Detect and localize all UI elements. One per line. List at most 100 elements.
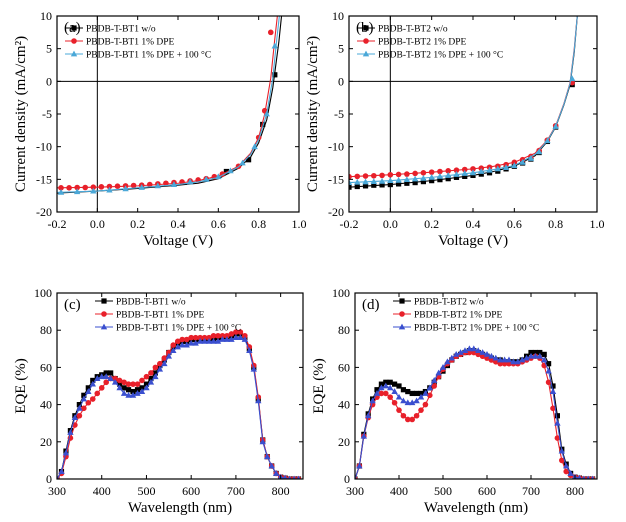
data-point (420, 179, 426, 185)
data-point (387, 394, 394, 400)
data-point (412, 170, 418, 177)
data-point (147, 378, 155, 385)
data-point (116, 377, 123, 384)
data-point (544, 137, 551, 144)
data-point (214, 337, 222, 344)
y-tick-label: 60 (338, 360, 350, 374)
data-point (239, 159, 246, 166)
data-point (139, 377, 145, 384)
data-point (112, 375, 118, 382)
data-point (233, 329, 239, 335)
x-tick-label: 700 (227, 484, 245, 498)
y-tick-label: 80 (40, 323, 52, 337)
x-tick-label: 600 (182, 484, 200, 498)
data-point (85, 388, 92, 394)
data-point (186, 178, 194, 185)
data-point (125, 381, 132, 387)
legend-entry: PBDB-T-BT2 1% DPE + 100 °C (378, 50, 503, 61)
data-point (383, 379, 389, 385)
data-point (76, 402, 82, 408)
data-point (383, 390, 389, 397)
data-point (546, 361, 552, 367)
data-point (107, 375, 114, 381)
data-point (223, 336, 231, 342)
data-point (420, 174, 427, 181)
y-tick-label: 20 (40, 435, 52, 449)
legend: PBDB-T-BT1 w/o PBDB-T-BT1 1% DPE PBDB-T-BT… (95, 298, 241, 334)
data-point (586, 475, 591, 479)
data-point (439, 364, 447, 370)
x-tick-label: 500 (137, 484, 155, 498)
data-point (76, 412, 83, 419)
data-point (405, 388, 411, 395)
data-point (82, 184, 89, 191)
data-point (412, 180, 418, 186)
data-point (134, 387, 141, 393)
data-point (409, 416, 416, 423)
legend-marker (399, 298, 405, 304)
series-group (355, 345, 596, 479)
data-point (134, 381, 141, 387)
data-point (428, 173, 435, 180)
data-point (365, 412, 372, 419)
data-point (387, 181, 393, 188)
legend-marker (71, 25, 77, 31)
y-tick-label: -20 (36, 205, 52, 219)
data-point (170, 347, 177, 354)
legend-marker (101, 298, 107, 304)
series-line-2 (57, 337, 299, 479)
data-point (165, 352, 173, 359)
data-point (414, 390, 420, 397)
panel-b: -0.2 0.0 0.2 0.4 0.6 0.8 1.0 -20 -15 -10 -5 0 5 10 Vol… (305, 9, 605, 249)
data-point (121, 379, 127, 386)
y-tick-label: 0 (338, 74, 344, 88)
y-tick-label: 60 (40, 360, 52, 374)
y-tick-label: -10 (328, 140, 344, 154)
legend-entry: PBDB-T-BT1 w/o (116, 298, 186, 308)
data-point (374, 387, 380, 393)
data-point (545, 367, 552, 374)
data-point (559, 457, 565, 464)
legend-marker (71, 38, 77, 44)
data-point (76, 404, 83, 411)
series-line-2 (57, 16, 280, 193)
data-point (428, 169, 435, 175)
data-point (479, 349, 486, 355)
data-point (227, 167, 234, 174)
data-point (81, 405, 87, 412)
data-point (67, 429, 74, 435)
data-point (461, 170, 468, 176)
data-point (219, 332, 226, 339)
data-point (139, 385, 145, 391)
data-point (201, 337, 208, 344)
data-point (125, 391, 132, 398)
data-point (188, 334, 194, 341)
data-point (114, 183, 121, 189)
legend-entry: PBDB-T-BT2 w/o (414, 298, 484, 308)
x-tick-label: 0.8 (548, 217, 563, 231)
data-point (271, 42, 278, 49)
data-point (536, 352, 543, 359)
data-point (362, 183, 369, 189)
data-point (411, 175, 419, 182)
data-point (483, 350, 491, 357)
data-point (494, 165, 501, 172)
x-tick-label: 0.2 (130, 217, 145, 231)
x-axis-label: Voltage (V) (143, 233, 213, 249)
legend: PBDB-T-BT2 w/o PBDB-T-BT2 1% DPE PBDB-T-BT… (393, 298, 539, 334)
series-group (57, 16, 283, 195)
y-tick-label: 20 (338, 435, 350, 449)
data-point (94, 390, 101, 397)
data-point (413, 397, 420, 404)
data-point (378, 381, 384, 387)
data-point (245, 157, 252, 163)
legend-entry: PBDB-T-BT1 1% DPE (116, 311, 205, 321)
data-point (90, 377, 96, 384)
data-point (81, 392, 87, 398)
data-point (371, 182, 377, 188)
data-point (57, 189, 65, 195)
data-point (94, 375, 101, 381)
data-point (431, 383, 438, 389)
series-line-0 (57, 333, 299, 479)
legend-entry: PBDB-T-BT1 1% DPE + 100 °C (86, 50, 211, 61)
